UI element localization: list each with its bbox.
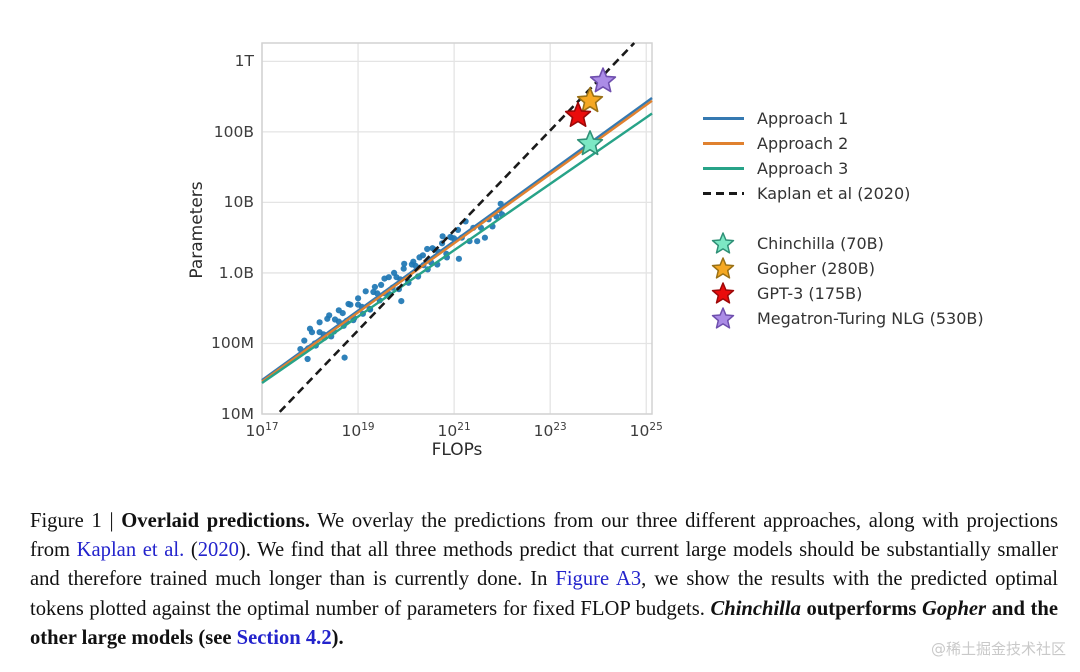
caption-text-bold: ). bbox=[331, 627, 344, 650]
y-tick-1t: 1T bbox=[234, 52, 254, 71]
plot-canvas bbox=[261, 42, 653, 415]
legend-item-label: GPT-3 (175B) bbox=[757, 284, 863, 303]
kaplan-link[interactable]: Kaplan et al. bbox=[76, 539, 185, 561]
dashed-line-swatch bbox=[703, 192, 744, 195]
line-kaplan-et-al-2020 bbox=[278, 42, 636, 413]
x-axis-label: FLOPs bbox=[431, 440, 483, 460]
line-swatch bbox=[703, 142, 744, 145]
caption-text-bold: and the other large models (see bbox=[30, 597, 1058, 650]
figure-number: Figure 1 | bbox=[30, 509, 122, 532]
caption-text: ( bbox=[184, 539, 198, 561]
year-2020-link[interactable]: 2020 bbox=[197, 539, 239, 561]
legend-item-label: Approach 2 bbox=[757, 134, 849, 153]
legend-item-label: Megatron-Turing NLG (530B) bbox=[757, 309, 984, 328]
caption-text: ). We find that all three methods predic… bbox=[30, 539, 1059, 591]
figure-a3-link[interactable]: Figure A3 bbox=[555, 568, 642, 591]
y-tick-1-0b: 1.0B bbox=[218, 263, 254, 282]
y-tick-100m: 100M bbox=[211, 334, 254, 353]
figure-1-chart: Parameters FLOPs 1T 100B 10B 1.0B 100M 10M 10… bbox=[187, 42, 984, 460]
legend-models: Chinchilla (70B) Gopher (280B) GPT-3 (175B… bbox=[703, 231, 984, 331]
caption-text-bold: outperforms bbox=[800, 597, 922, 620]
legend-item-gpt-3-175b: GPT-3 (175B) bbox=[703, 281, 984, 306]
star-chinchilla-70b bbox=[576, 130, 604, 156]
line-approach-3 bbox=[261, 112, 653, 384]
y-tick-10b: 10B bbox=[223, 193, 254, 212]
legend-item-megatron-turing-nlg-530b: Megatron-Turing NLG (530B) bbox=[703, 306, 984, 331]
star-megatron-turing-nlg-530b bbox=[589, 67, 617, 93]
x-tick-10e25: 1025 bbox=[629, 421, 663, 441]
legend-item-gopher-280b: Gopher (280B) bbox=[703, 256, 984, 281]
star-icon bbox=[711, 306, 735, 329]
legend-item-label: Approach 3 bbox=[757, 159, 849, 178]
star-icon bbox=[711, 231, 735, 254]
legend-item-kaplan-et-al-2020: Kaplan et al (2020) bbox=[703, 181, 910, 206]
x-tick-10e21: 1021 bbox=[437, 421, 471, 441]
y-tick-100b: 100B bbox=[213, 122, 254, 141]
legend-item-approach-1: Approach 1 bbox=[703, 106, 910, 131]
star-gopher-280b bbox=[576, 87, 604, 113]
section-4-2-link[interactable]: Section 4.2 bbox=[236, 627, 332, 650]
star-icon bbox=[711, 281, 735, 304]
plot-border bbox=[261, 42, 653, 415]
figure-caption: Figure 1 | Overlaid predictions. We over… bbox=[30, 507, 1058, 654]
legend-item-label: Chinchilla (70B) bbox=[757, 234, 884, 253]
legend-approaches: Approach 1 Approach 2 Approach 3 Kaplan et … bbox=[703, 106, 910, 206]
x-tick-10e17: 1017 bbox=[245, 421, 279, 441]
caption-chinchilla: Chinchilla bbox=[710, 597, 801, 620]
legend-item-label: Gopher (280B) bbox=[757, 259, 875, 278]
line-swatch bbox=[703, 117, 744, 120]
line-swatch bbox=[703, 167, 744, 170]
legend-item-label: Approach 1 bbox=[757, 109, 849, 128]
watermark: @稀土掘金技术社区 bbox=[930, 640, 1066, 658]
x-tick-10e19: 1019 bbox=[341, 421, 375, 441]
caption-bold-title: Overlaid predictions. bbox=[121, 509, 310, 532]
legend-item-chinchilla-70b: Chinchilla (70B) bbox=[703, 231, 984, 256]
caption-text: , we show the results with the predicted… bbox=[30, 568, 1058, 620]
caption-text: We overlay the predictions from our thre… bbox=[30, 509, 1058, 561]
legend-item-approach-2: Approach 2 bbox=[703, 131, 910, 156]
star-gpt-3-175b bbox=[564, 101, 592, 127]
x-tick-10e23: 1023 bbox=[533, 421, 567, 441]
star-icon bbox=[711, 256, 735, 279]
legend-item-approach-3: Approach 3 bbox=[703, 156, 910, 181]
legend-item-label: Kaplan et al (2020) bbox=[757, 184, 911, 203]
y-tick-10m: 10M bbox=[220, 405, 254, 423]
caption-gopher: Gopher bbox=[922, 597, 987, 620]
